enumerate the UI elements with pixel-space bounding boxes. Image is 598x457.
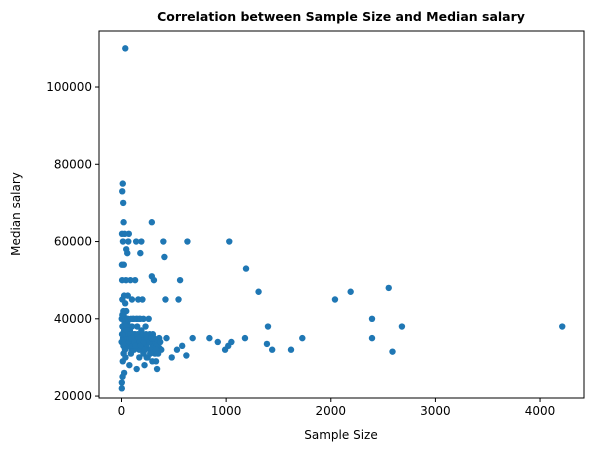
- y-axis-label: Median salary: [9, 172, 23, 256]
- data-point: [128, 296, 136, 303]
- data-point: [153, 365, 161, 373]
- x-axis: 0 1000 2000 3000 4000: [118, 398, 556, 418]
- data-point: [119, 180, 126, 187]
- data-point: [119, 311, 126, 319]
- data-point: [147, 350, 154, 357]
- y-tick-label: 100000: [46, 80, 92, 94]
- data-point: [189, 334, 196, 342]
- data-point: [125, 238, 132, 245]
- data-point: [287, 346, 295, 353]
- data-point: [161, 253, 168, 261]
- data-point: [121, 346, 129, 353]
- data-point: [184, 238, 191, 245]
- data-point: [299, 334, 306, 342]
- data-point: [157, 338, 164, 346]
- x-tick-label: 1000: [211, 404, 242, 418]
- data-point: [242, 265, 250, 272]
- data-point: [135, 296, 142, 303]
- data-point: [119, 238, 127, 245]
- data-point: [137, 249, 144, 257]
- data-point: [127, 276, 134, 284]
- data-point: [149, 358, 156, 365]
- data-point: [162, 296, 169, 303]
- x-tick-label: 0: [118, 404, 126, 418]
- plot-frame: [98, 30, 585, 399]
- data-point: [148, 219, 156, 226]
- data-point: [137, 315, 144, 323]
- data-point: [389, 348, 396, 355]
- data-point: [120, 219, 127, 226]
- data-point: [141, 346, 149, 353]
- x-axis-label: Sample Size: [304, 428, 377, 442]
- data-point: [160, 238, 167, 245]
- data-point: [559, 323, 566, 330]
- data-point: [118, 276, 126, 284]
- data-point: [385, 284, 392, 292]
- data-point: [368, 334, 376, 342]
- data-point: [119, 296, 126, 303]
- data-point: [176, 276, 184, 284]
- data-point: [118, 230, 126, 238]
- data-point: [150, 334, 158, 342]
- data-point: [118, 261, 126, 268]
- data-point: [255, 288, 262, 295]
- data-point: [226, 238, 233, 245]
- x-tick-label: 2000: [316, 404, 347, 418]
- data-point: [133, 323, 141, 330]
- data-point: [138, 238, 145, 245]
- data-point: [331, 296, 339, 303]
- data-point: [142, 323, 149, 330]
- data-point: [221, 346, 229, 353]
- data-point: [118, 385, 126, 392]
- data-point: [123, 246, 130, 253]
- data-point: [154, 350, 162, 357]
- data-point: [122, 45, 129, 52]
- data-point: [145, 315, 152, 323]
- data-point: [241, 334, 249, 342]
- data-point: [168, 354, 175, 361]
- y-axis: 20000 40000 60000 80000 100000: [46, 80, 99, 403]
- data-point: [268, 346, 276, 353]
- data-point: [118, 379, 126, 386]
- data-point: [131, 276, 139, 284]
- y-tick-label: 60000: [54, 235, 92, 249]
- data-point: [347, 288, 354, 295]
- y-tick-label: 40000: [54, 312, 92, 326]
- data-point: [214, 338, 221, 346]
- data-point: [368, 315, 376, 323]
- data-point: [163, 334, 170, 342]
- points-layer: [118, 45, 566, 392]
- data-point: [119, 199, 127, 207]
- data-point: [119, 188, 126, 195]
- chart-title: Correlation between Sample Size and Medi…: [157, 9, 525, 24]
- y-tick-label: 80000: [54, 157, 92, 171]
- data-point: [206, 334, 213, 342]
- y-tick-label: 20000: [54, 389, 92, 403]
- data-point: [141, 361, 148, 369]
- data-point: [136, 354, 143, 361]
- data-point: [173, 346, 181, 353]
- data-point: [264, 323, 272, 330]
- data-point: [126, 361, 133, 369]
- data-point: [119, 358, 126, 365]
- data-point: [183, 352, 190, 359]
- x-tick-label: 4000: [525, 404, 556, 418]
- data-point: [132, 238, 140, 245]
- data-point: [132, 342, 139, 350]
- x-tick-label: 3000: [420, 404, 451, 418]
- data-point: [133, 365, 140, 373]
- data-point: [398, 323, 406, 330]
- data-point: [148, 273, 156, 280]
- data-point: [263, 340, 271, 348]
- data-point: [175, 296, 182, 303]
- data-point: [178, 342, 186, 350]
- data-point: [120, 369, 128, 377]
